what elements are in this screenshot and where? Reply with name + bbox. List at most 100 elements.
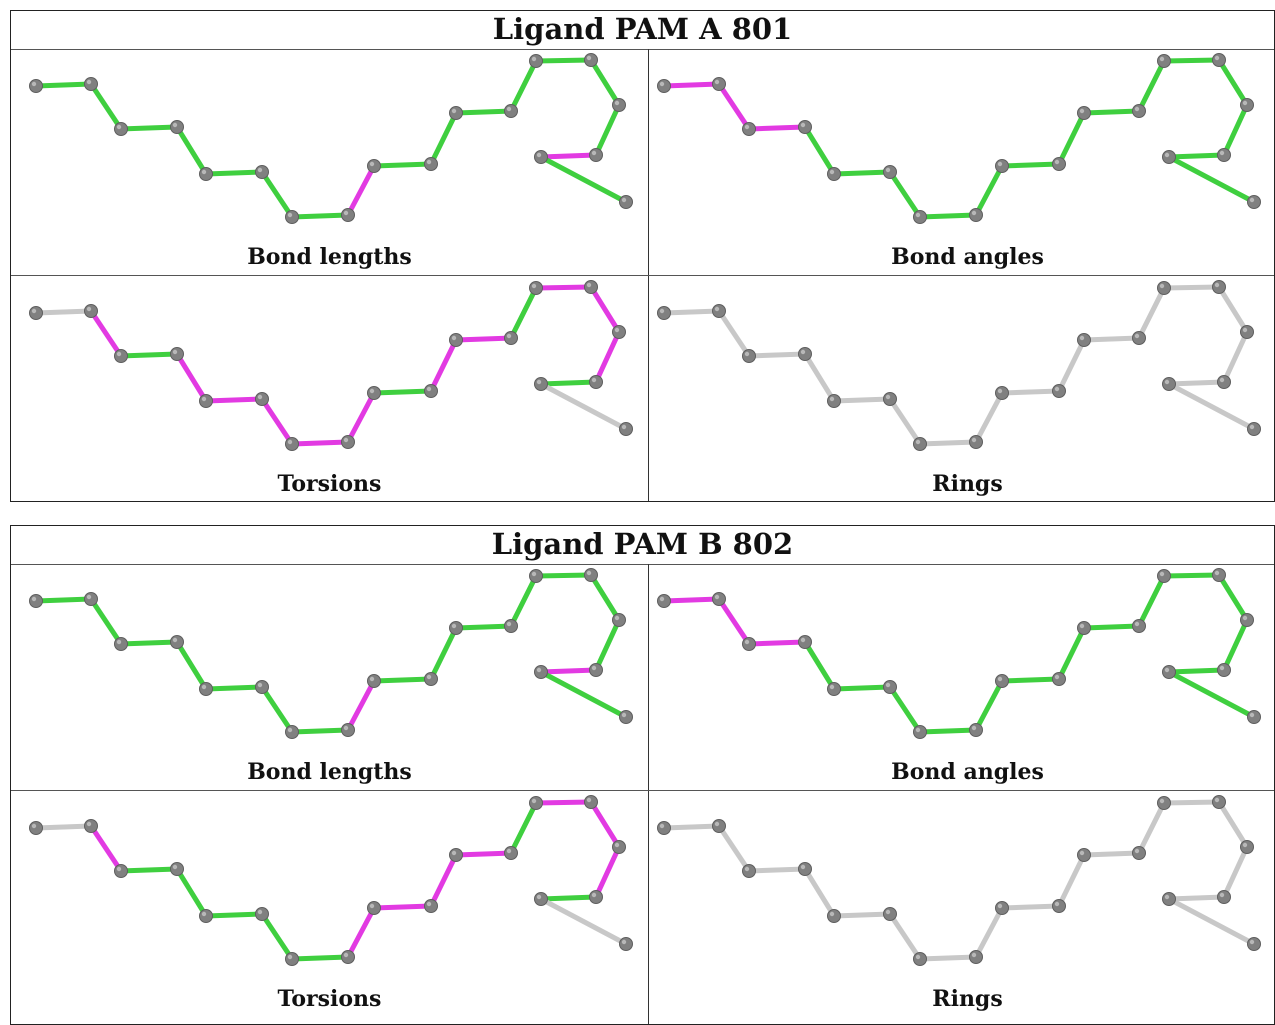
atom [1212,53,1226,67]
bond [453,335,514,343]
atom-highlight [586,282,592,288]
atom-highlight [1159,283,1165,289]
atom-highlight [971,952,977,958]
panel-rings: Rings [649,276,1275,502]
atom-highlight [586,797,592,803]
atom [798,120,812,134]
atom-highlight [1054,386,1060,392]
atom-highlight [621,197,627,203]
atom-highlight [1164,379,1170,385]
molecule-diagram [29,280,633,451]
bond [259,684,295,735]
atom-highlight [744,124,750,130]
molecule-diagram [657,568,1261,739]
bond [533,572,594,579]
atom [619,710,633,724]
atom-highlight [1219,665,1225,671]
atom [969,723,983,737]
bond [661,596,722,604]
atom-highlight [586,55,592,61]
bond [1166,669,1257,720]
atom [424,672,438,686]
atom [341,950,355,964]
bond [1081,850,1142,858]
atom-highlight [451,335,457,341]
atom [589,663,603,677]
atom [969,950,983,964]
atom [170,635,184,649]
atom [1247,422,1261,436]
atom-highlight [614,842,620,848]
atom-highlight [1219,892,1225,898]
atom [504,331,518,345]
atom-highlight [369,161,375,167]
atom [742,864,756,878]
atom [657,79,671,93]
atom [1132,104,1146,118]
atom-highlight [506,621,512,627]
panel-label: Bond lengths [247,244,412,270]
atom-highlight [971,210,977,216]
bond [588,57,622,108]
atom-highlight [1164,152,1170,158]
bond [533,284,594,291]
atom-highlight [1249,197,1255,203]
atom-highlight [829,169,835,175]
atom-highlight [1079,850,1085,856]
atom [424,899,438,913]
bond [593,617,622,673]
bond [345,390,377,445]
bond [593,329,622,385]
atom [285,952,299,966]
atom-highlight [172,864,178,870]
atom-highlight [1249,424,1255,430]
atom-highlight [287,727,293,733]
atom-highlight [1134,621,1140,627]
atom-highlight [172,349,178,355]
atom-highlight [1219,150,1225,156]
atom [199,682,213,696]
panel-bond-angles: Bond angles [649,564,1275,790]
atom [995,159,1009,173]
bond [453,108,514,116]
atom [827,167,841,181]
bond [1166,667,1227,675]
bond [1216,57,1250,108]
bond [973,678,1005,733]
bond [1081,108,1142,116]
atom-highlight [621,939,627,945]
atom [255,392,269,406]
bond [174,351,209,404]
atom-highlight [343,210,349,216]
atom [1240,98,1254,112]
atom-highlight [1079,623,1085,629]
atom-highlight [621,712,627,718]
atom-highlight [714,306,720,312]
bond [716,823,752,874]
molecule-diagram [657,795,1261,966]
atom-highlight [343,952,349,958]
atom [529,796,543,810]
atom-highlight [506,848,512,854]
atom [883,165,897,179]
atom [969,435,983,449]
bond [593,102,622,158]
atom-highlight [1242,615,1248,621]
atom [367,674,381,688]
atom-highlight [116,351,122,357]
atom [1132,331,1146,345]
atom [199,167,213,181]
bond [118,866,180,874]
bond [661,308,722,316]
atom [1217,148,1231,162]
atom [1052,384,1066,398]
atom-highlight [257,909,263,915]
bond [1056,625,1087,682]
atom-highlight [201,684,207,690]
atom [255,907,269,921]
atom [84,77,98,91]
bond [88,823,124,874]
row-divider [11,275,1274,276]
bond [588,572,622,623]
atom-highlight [591,377,597,383]
